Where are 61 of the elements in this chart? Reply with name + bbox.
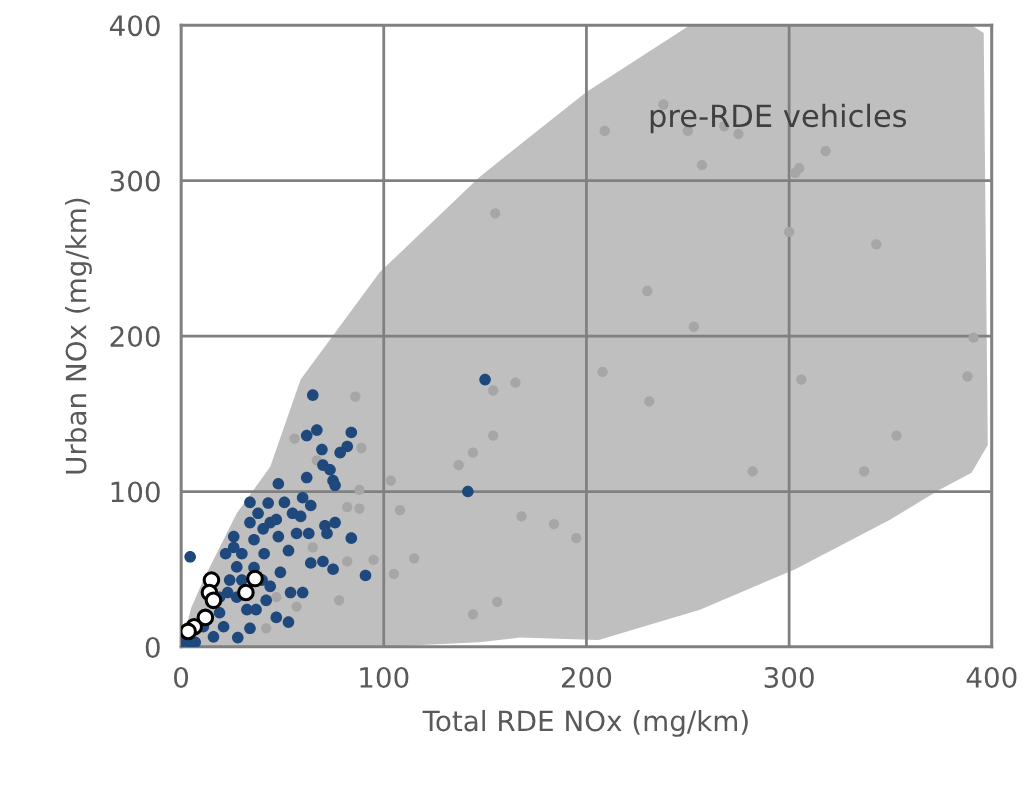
point bbox=[453, 459, 464, 471]
x-tick-label: 300 bbox=[764, 666, 814, 688]
point bbox=[783, 226, 795, 238]
y-axis-title: Urban NOx (mg/km) bbox=[65, 198, 92, 474]
point bbox=[644, 396, 655, 407]
point bbox=[261, 623, 272, 634]
point bbox=[354, 503, 365, 514]
point bbox=[237, 583, 255, 602]
point bbox=[334, 595, 345, 606]
point bbox=[388, 568, 400, 580]
point bbox=[516, 511, 527, 522]
x-tick-label: 100 bbox=[360, 666, 409, 688]
point bbox=[394, 505, 406, 516]
point bbox=[342, 556, 353, 567]
point bbox=[356, 442, 367, 454]
point bbox=[291, 601, 302, 612]
y-tick-label: 400 bbox=[109, 15, 160, 37]
x-tick-label: 200 bbox=[561, 666, 612, 688]
y-tick-label: 0 bbox=[145, 636, 160, 658]
point bbox=[688, 321, 700, 332]
point bbox=[467, 609, 479, 620]
point bbox=[871, 239, 882, 250]
point bbox=[962, 371, 973, 382]
point bbox=[385, 475, 396, 486]
point bbox=[747, 466, 758, 477]
point bbox=[488, 430, 499, 441]
y-tick-label: 300 bbox=[110, 170, 160, 192]
point bbox=[490, 208, 501, 219]
point bbox=[354, 484, 365, 496]
x-tick-label: 400 bbox=[966, 666, 1017, 688]
point bbox=[196, 608, 215, 627]
point bbox=[858, 466, 870, 477]
x-tick-label: 0 bbox=[174, 666, 189, 688]
point bbox=[642, 285, 653, 297]
point bbox=[796, 374, 807, 385]
point bbox=[599, 125, 610, 137]
point bbox=[342, 501, 353, 513]
point bbox=[271, 592, 282, 603]
point bbox=[350, 391, 361, 402]
point bbox=[968, 332, 979, 343]
point bbox=[204, 591, 223, 610]
point bbox=[408, 553, 420, 564]
y-tick-label: 100 bbox=[111, 481, 160, 503]
point bbox=[820, 145, 831, 157]
point bbox=[307, 542, 318, 553]
x-axis-title: Total RDE NOx (mg/km) bbox=[422, 709, 748, 737]
point bbox=[597, 366, 608, 377]
point bbox=[696, 159, 708, 171]
point bbox=[467, 447, 479, 458]
point bbox=[510, 377, 521, 388]
point bbox=[488, 385, 499, 396]
point bbox=[571, 532, 582, 544]
series-label: pre-RDE vehicles bbox=[650, 103, 907, 134]
point bbox=[492, 596, 503, 608]
point bbox=[790, 167, 801, 179]
point bbox=[368, 554, 379, 566]
point bbox=[548, 519, 560, 530]
point bbox=[246, 569, 264, 588]
point bbox=[891, 430, 902, 441]
point bbox=[289, 433, 300, 444]
y-tick-label: 200 bbox=[110, 326, 160, 348]
